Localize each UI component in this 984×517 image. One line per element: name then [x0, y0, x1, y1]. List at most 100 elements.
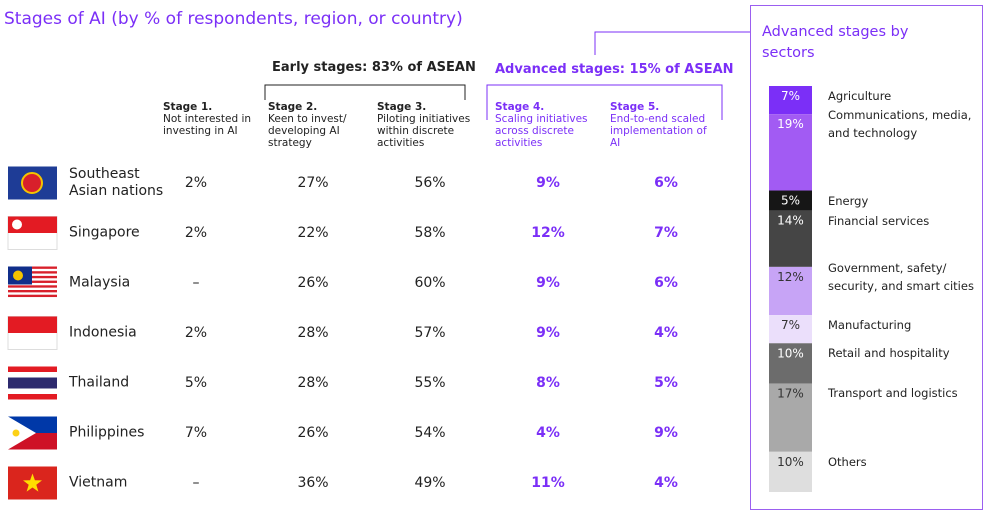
stage-value: –	[192, 475, 200, 491]
stage-value: 4%	[536, 425, 560, 441]
stage-value: 5%	[654, 375, 678, 391]
stage-value: 49%	[414, 475, 446, 491]
sector-name: Manufacturing	[828, 318, 912, 333]
stage-value: 9%	[536, 325, 560, 341]
sector-value: 19%	[777, 117, 804, 131]
sector-title: Advanced stages by sectors	[762, 24, 909, 61]
sector-segment	[769, 343, 812, 384]
sector-value: 10%	[777, 346, 804, 360]
stage-value: 57%	[414, 325, 446, 341]
country-name: Malaysia	[69, 274, 131, 291]
stage-value: 54%	[414, 425, 446, 441]
stage-desc: Keen to invest/ developing AI strategy	[268, 113, 347, 149]
sector-segment	[769, 315, 812, 344]
stage-value: 28%	[297, 375, 329, 391]
country-name: Indonesia	[69, 324, 137, 341]
country-name: Southeast Asian nations	[69, 166, 164, 199]
sector-name: Agriculture	[828, 89, 892, 103]
stage-desc: Scaling initiatives across discrete acti…	[495, 113, 588, 149]
flag	[12, 429, 20, 437]
flag	[8, 388, 57, 394]
stage-value: 2%	[184, 325, 208, 341]
stage-value: 26%	[297, 425, 329, 441]
country-name: Vietnam	[69, 474, 128, 491]
sector-segment	[769, 86, 812, 115]
country-name: Singapore	[69, 224, 140, 241]
column-header: Stage 5. End-to-end scaled implementation…	[610, 101, 720, 149]
stage-value: 7%	[654, 225, 678, 241]
advanced-label: Advanced stages: 15% of ASEAN	[495, 62, 734, 77]
stage-desc: End-to-end scaled implementation of AI	[610, 113, 707, 149]
title: Stages of AI (by % of respondents, regio…	[4, 9, 463, 29]
stage-value: 27%	[297, 175, 329, 191]
flag	[8, 285, 57, 288]
stage-value: 58%	[414, 225, 446, 241]
flag	[8, 280, 57, 283]
sector-name: Government, safety/ security, and smart …	[828, 260, 974, 293]
sector-segment	[769, 266, 812, 316]
sector-name: Financial services	[828, 213, 930, 228]
stage-value: 56%	[414, 175, 446, 191]
sector-value: 12%	[777, 270, 804, 284]
stage-value: –	[192, 275, 200, 291]
stage-value: 55%	[414, 375, 446, 391]
stage-value: 12%	[531, 225, 565, 241]
stage-title: Stage 2.	[268, 101, 318, 113]
stage-value: 8%	[536, 375, 560, 391]
flag	[8, 377, 57, 389]
flag	[23, 473, 42, 492]
connector	[594, 31, 750, 55]
stage-title: Stage 1.	[163, 101, 213, 113]
stage-value: 7%	[184, 425, 208, 441]
sector-value: 5%	[781, 194, 800, 208]
column-header: Stage 3. Piloting initiatives within disc…	[377, 101, 472, 149]
column-header: Stage 2. Keen to invest/ developing AI st…	[268, 101, 363, 149]
sector-segment	[769, 190, 812, 211]
column-header: Stage 4. Scaling initiatives across discr…	[495, 101, 590, 149]
column-header: Stage 1. Not interested in investing in A…	[163, 101, 258, 137]
stage-value: 2%	[184, 175, 208, 191]
flag	[8, 372, 57, 378]
early-bracket	[264, 84, 466, 100]
stage-value: 2%	[184, 225, 208, 241]
flag	[8, 271, 57, 274]
flag	[8, 316, 57, 333]
flag	[8, 294, 57, 298]
sector-value: 7%	[781, 318, 800, 332]
sector-name: Transport and logistics	[828, 386, 958, 401]
stage-value: 11%	[531, 475, 565, 491]
stage-title: Stage 3.	[377, 101, 427, 113]
stage-value: 9%	[654, 425, 678, 441]
sector-name: Communications, media, and technology	[828, 108, 972, 141]
flag	[8, 275, 57, 279]
sector-segment	[769, 451, 812, 492]
flag	[13, 270, 23, 281]
stage-value: 36%	[297, 475, 329, 491]
stage-title: Stage 5.	[610, 101, 660, 113]
flag	[8, 366, 57, 372]
advanced-bracket	[486, 84, 723, 120]
country-name: Thailand	[69, 374, 130, 391]
country-name: Philippines	[69, 424, 145, 441]
sector-value: 14%	[777, 214, 804, 228]
sector-value: 17%	[777, 386, 804, 400]
flag	[21, 172, 43, 194]
stage-value: 6%	[654, 275, 678, 291]
stage-value: 28%	[297, 325, 329, 341]
sector-segment	[769, 210, 812, 267]
flag	[8, 416, 36, 450]
sector-segment	[769, 114, 812, 191]
stage-value: 26%	[297, 275, 329, 291]
sector-segment	[769, 383, 812, 452]
flag	[8, 216, 57, 233]
sector-name: Energy	[828, 193, 869, 208]
stage-value: 9%	[536, 275, 560, 291]
flag	[8, 266, 57, 269]
stage-value: 9%	[536, 175, 560, 191]
flag	[8, 290, 57, 293]
stage-value: 5%	[184, 375, 208, 391]
early-label: Early stages: 83% of ASEAN	[272, 60, 476, 75]
stage-desc: Not interested in investing in AI	[163, 113, 252, 137]
